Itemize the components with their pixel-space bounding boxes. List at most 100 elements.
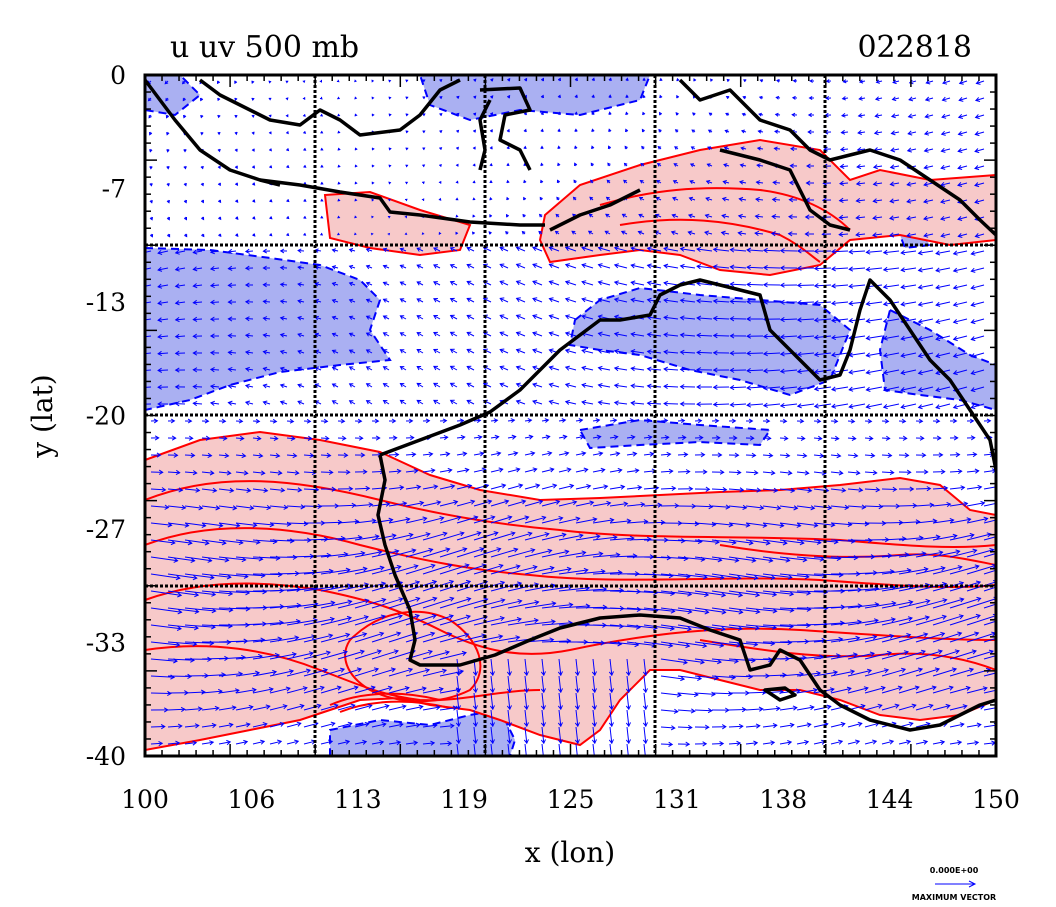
- wind-vector: [849, 369, 866, 374]
- wind-vector: [626, 675, 630, 693]
- wind-vector-head: [279, 316, 285, 321]
- wind-vector: [866, 369, 883, 374]
- wind-vector-head: [642, 671, 648, 677]
- wind-vector-head: [209, 299, 215, 305]
- wind-vector-head: [466, 280, 472, 286]
- wind-vector: [830, 621, 862, 626]
- wind-vector: [688, 231, 696, 235]
- wind-vector: [745, 658, 773, 661]
- wind-vector-head: [966, 517, 972, 523]
- wind-vector: [660, 453, 671, 456]
- wind-vector-head: [391, 418, 397, 424]
- wind-vector-head: [153, 418, 159, 424]
- wind-vector-head: [804, 231, 810, 237]
- wind-vector-head: [889, 469, 895, 476]
- wind-vector-head: [680, 418, 686, 424]
- wind-vector-head: [595, 534, 601, 540]
- wind-vector-head: [175, 740, 181, 746]
- wind-vector-head: [663, 418, 669, 424]
- wind-vector-head: [696, 401, 702, 407]
- wind-vector-head: [941, 614, 947, 620]
- wind-vector-head: [907, 616, 913, 622]
- wind-vector-head: [729, 316, 735, 322]
- wind-vector-head: [969, 532, 975, 539]
- wind-vector: [184, 471, 197, 474]
- wind-vector: [456, 709, 460, 727]
- wind-vector: [814, 335, 832, 339]
- wind-vector: [643, 436, 652, 439]
- wind-vector: [609, 537, 634, 541]
- wind-vector-head: [874, 113, 880, 119]
- wind-vector-head: [367, 703, 373, 709]
- wind-vector: [592, 502, 611, 507]
- wind-vector: [303, 704, 321, 711]
- wind-vector: [762, 488, 778, 492]
- wind-vector-head: [813, 300, 819, 306]
- wind-vector-head: [696, 298, 702, 304]
- wind-vector-head: [499, 314, 505, 320]
- wind-vector-head: [974, 148, 980, 154]
- wind-vector-head: [192, 400, 198, 407]
- wind-vector-head: [970, 387, 976, 393]
- wind-vector: [898, 616, 930, 626]
- wind-vector: [813, 622, 845, 626]
- wind-vector-head: [578, 418, 584, 423]
- wind-vector: [935, 301, 951, 306]
- wind-vector-head: [279, 721, 285, 727]
- wind-vector-head: [974, 199, 980, 205]
- wind-vector: [184, 505, 203, 509]
- wind-vector: [932, 686, 954, 694]
- wind-vector-head: [328, 633, 334, 639]
- wind-vector-head: [379, 631, 385, 637]
- wind-vector-head: [687, 230, 693, 236]
- wind-vector-head: [476, 418, 482, 424]
- wind-vector-head: [523, 722, 529, 728]
- wind-vector-head: [917, 284, 923, 290]
- negative-region-north-sumatra: [145, 75, 202, 117]
- wind-vector: [839, 233, 849, 236]
- wind-vector: [218, 522, 240, 527]
- contour-line-4: [145, 645, 541, 702]
- wind-vector-head: [381, 722, 387, 728]
- wind-vector-head: [241, 453, 247, 459]
- wind-vector-head: [244, 299, 250, 305]
- wind-vector: [779, 707, 797, 711]
- wind-vector: [422, 688, 444, 694]
- wind-vector-head: [935, 353, 941, 359]
- wind-vector: [349, 282, 356, 286]
- wind-vector-head: [227, 299, 233, 305]
- wind-vector-head: [831, 386, 837, 392]
- wind-vector: [507, 692, 511, 710]
- wind-vector: [280, 283, 288, 286]
- map-timestamp: 022818: [857, 30, 972, 65]
- wind-vector: [490, 726, 494, 744]
- wind-vector: [366, 315, 373, 320]
- wind-vector: [549, 298, 560, 303]
- wind-vector: [697, 265, 713, 269]
- wind-vector: [286, 603, 318, 609]
- wind-vector: [218, 437, 227, 439]
- wind-vector: [890, 182, 900, 185]
- wind-vector: [932, 503, 951, 507]
- wind-vector: [881, 471, 894, 474]
- wind-vector-head: [840, 129, 846, 135]
- x-tick-label: 113: [334, 785, 382, 814]
- wind-vector-head: [449, 382, 455, 388]
- wind-vector-head: [554, 230, 559, 235]
- wind-vector: [974, 182, 985, 186]
- wind-vector-head: [779, 402, 785, 409]
- wind-vector: [745, 488, 761, 491]
- wind-vector-head: [548, 297, 554, 303]
- wind-vector: [881, 454, 892, 457]
- wind-vector: [609, 624, 641, 628]
- wind-vector-head: [348, 315, 354, 320]
- wind-vector: [507, 601, 539, 609]
- wind-vector-head: [835, 653, 841, 659]
- wind-vector-head: [736, 740, 742, 746]
- wind-vector: [422, 651, 450, 660]
- wind-vector: [935, 403, 951, 409]
- wind-vector-head: [320, 113, 324, 117]
- wind-vector-head: [359, 649, 365, 655]
- wind-vector: [280, 317, 288, 320]
- negative-wind-regions: [145, 75, 996, 756]
